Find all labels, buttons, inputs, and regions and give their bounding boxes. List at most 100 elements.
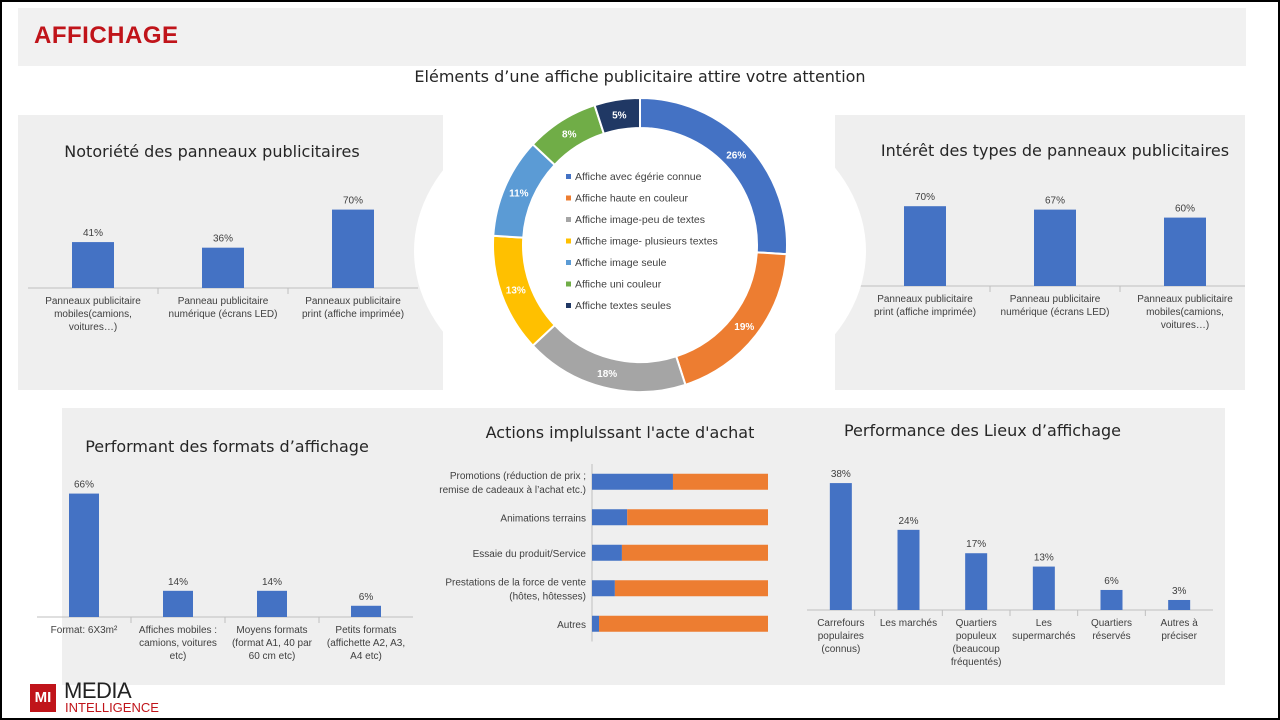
bar-formats-2	[257, 590, 287, 617]
chart-elements: 26% 19% 18% 13% 11% 8% 5% Affiche avec égérie c…	[492, 96, 788, 393]
category-label-lieux-2: (beaucoup	[953, 644, 1001, 655]
category-label-formats-0: Format: 6X3m²	[51, 625, 118, 636]
page-title: AFFICHAGE	[34, 22, 179, 49]
data-label-lieux-2: 17%	[966, 539, 986, 550]
chart-title-actions: Actions implulssant l'acte d'achat	[485, 423, 755, 442]
legend-item-3: Affiche image- plusieurs textes	[575, 236, 718, 248]
data-label-formats-0: 66%	[74, 480, 94, 491]
bar-notoriete-2	[332, 209, 374, 288]
bar-actions-4-series-0	[592, 615, 600, 632]
bar-notoriete-0	[72, 242, 114, 288]
bar-lieux-1	[897, 529, 920, 610]
bar-actions-2-series-0	[592, 544, 622, 561]
category-label-interet-1: Panneau publicitaire	[1010, 294, 1101, 305]
category-label-lieux-3: Les	[1036, 618, 1052, 629]
donut-label-1: 19%	[734, 322, 754, 333]
logo-line1: MEDIA	[64, 678, 132, 703]
category-label-lieux-0: (connus)	[821, 644, 860, 655]
legend-item-6: Affiche textes seules	[575, 300, 671, 312]
bar-actions-1-series-0	[592, 509, 628, 526]
data-label-notoriete-0: 41%	[83, 228, 103, 239]
category-label-formats-1: etc)	[170, 651, 187, 662]
category-label-lieux-5: Autres à	[1161, 618, 1199, 629]
category-label-formats-1: Affiches mobiles :	[139, 625, 217, 636]
bar-formats-1	[163, 590, 193, 617]
chart-title-formats: Performant des formats d’affichage	[85, 437, 369, 456]
legend-swatch-5	[566, 281, 571, 287]
donut-label-5: 8%	[562, 130, 577, 141]
bar-actions-1-series-1	[627, 509, 768, 526]
data-label-interet-1: 67%	[1045, 196, 1065, 207]
category-label-formats-3: (affichette A2, A3,	[327, 638, 405, 649]
data-label-formats-2: 14%	[262, 577, 282, 588]
bar-lieux-0	[829, 483, 852, 610]
legend-item-1: Affiche haute en couleur	[575, 193, 689, 205]
category-label-interet-2: voitures…)	[1161, 320, 1209, 331]
bar-interet-0	[904, 206, 946, 286]
chart-title-notoriete: Notoriété des panneaux publicitaires	[64, 142, 360, 161]
bar-formats-0	[69, 493, 99, 617]
bar-actions-2-series-1	[621, 544, 768, 561]
donut-label-6: 5%	[612, 111, 627, 122]
bar-actions-0-series-0	[592, 473, 673, 490]
category-label-interet-1: numérique (écrans LED)	[1001, 307, 1110, 318]
data-label-lieux-5: 3%	[1172, 586, 1187, 597]
bar-lieux-3	[1032, 566, 1055, 610]
category-label-lieux-0: populaires	[818, 631, 864, 642]
category-label-notoriete-1: numérique (écrans LED)	[169, 309, 278, 320]
chart-title-elements: Eléments d’une affiche publicitaire atti…	[414, 67, 866, 86]
bar-formats-3	[351, 605, 381, 617]
donut-slice-1	[674, 251, 788, 387]
logo-mark: MI	[30, 684, 56, 712]
category-label-lieux-3: supermarchés	[1012, 631, 1075, 642]
category-label-actions-3: (hôtes, hôtesses)	[509, 591, 586, 602]
bar-notoriete-1	[202, 247, 244, 288]
category-label-lieux-5: préciser	[1161, 631, 1197, 642]
donut-slice-2	[531, 323, 687, 393]
category-label-notoriete-0: Panneaux publicitaire	[45, 296, 141, 307]
legend-swatch-0	[566, 174, 571, 179]
bar-actions-3-series-0	[592, 580, 615, 597]
category-label-actions-0: remise de cadeaux à l’achat etc.)	[439, 485, 586, 496]
data-label-interet-2: 60%	[1175, 204, 1195, 215]
category-label-lieux-4: réservés	[1092, 631, 1130, 642]
bar-actions-4-series-1	[599, 615, 768, 632]
legend-swatch-2	[566, 217, 571, 222]
bar-lieux-2	[965, 553, 988, 610]
chart-formats: 66% Format: 6X3m² 14% Affiches mobiles : cam…	[37, 480, 413, 662]
chart-interet: 70% Panneaux publicitaire print (affiche i…	[860, 192, 1245, 331]
category-label-notoriete-2: Panneaux publicitaire	[305, 296, 401, 307]
legend-swatch-3	[566, 238, 571, 244]
legend-swatch-1	[566, 195, 571, 201]
category-label-lieux-2: fréquentés)	[951, 657, 1002, 668]
data-label-formats-1: 14%	[168, 577, 188, 588]
legend-swatch-6	[566, 303, 571, 308]
category-label-lieux-2: Quartiers	[956, 618, 997, 629]
category-label-lieux-4: Quartiers	[1091, 618, 1132, 629]
bar-lieux-4	[1100, 589, 1123, 610]
category-label-formats-1: camions, voitures	[139, 638, 217, 649]
category-label-lieux-1: Les marchés	[880, 618, 937, 629]
data-label-interet-0: 70%	[915, 192, 935, 203]
panel-lieux	[805, 408, 1225, 685]
category-label-notoriete-1: Panneau publicitaire	[178, 296, 269, 307]
panel-formats	[62, 408, 420, 685]
category-label-actions-1: Animations terrains	[500, 513, 586, 524]
chart-actions: Promotions (réduction de prix ; remise de…	[439, 464, 768, 642]
data-label-lieux-4: 6%	[1104, 576, 1119, 587]
chart-title-lieux: Performance des Lieux d’affichage	[843, 421, 1122, 440]
category-label-formats-2: 60 cm etc)	[249, 651, 296, 662]
category-label-notoriete-0: mobiles(camions,	[54, 309, 132, 320]
bar-interet-1	[1034, 209, 1076, 286]
bar-lieux-5	[1168, 599, 1191, 610]
data-label-lieux-3: 13%	[1034, 553, 1054, 564]
category-label-formats-2: Moyens formats	[236, 625, 307, 636]
category-label-lieux-0: Carrefours	[817, 618, 864, 629]
chart-lieux: 38% Carrefours populaires (connus) 24% Les ma…	[807, 469, 1213, 668]
legend-item-4: Affiche image seule	[575, 257, 667, 269]
donut-label-3: 13%	[506, 286, 526, 297]
category-label-formats-2: (format A1, 40 par	[232, 638, 313, 649]
bar-interet-2	[1164, 217, 1206, 286]
data-label-notoriete-1: 36%	[213, 234, 233, 245]
